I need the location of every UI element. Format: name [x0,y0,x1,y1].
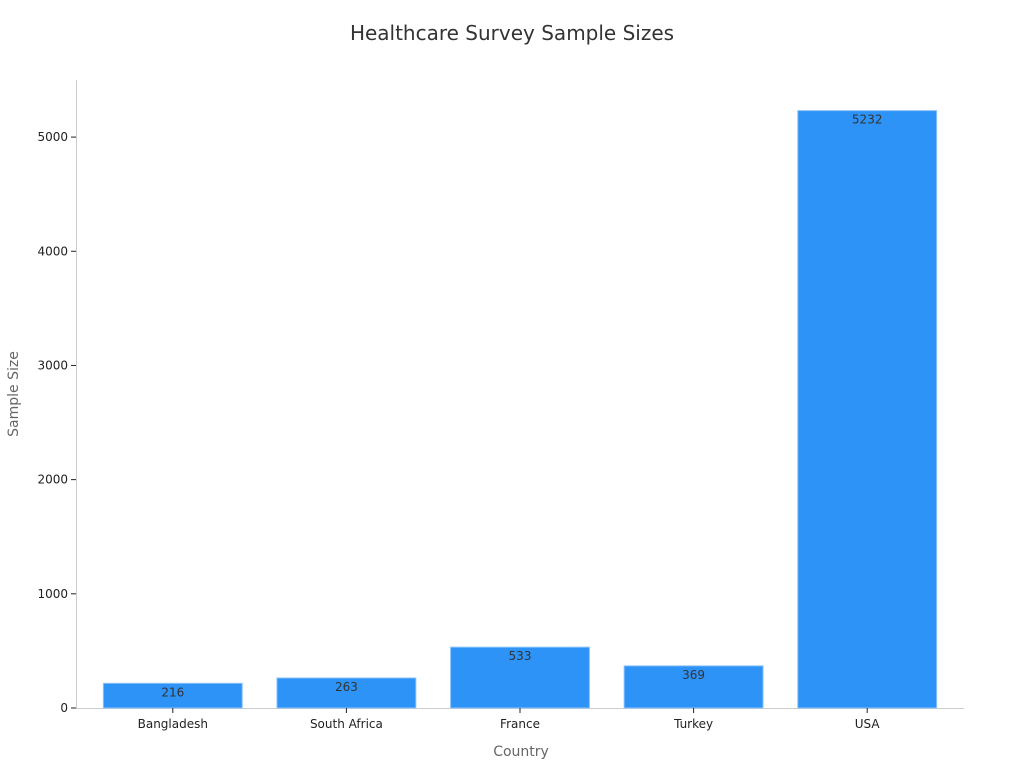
x-tick-label: Bangladesh [138,717,208,731]
bar-turkey [623,665,764,709]
x-tick-label: Turkey [673,717,713,731]
chart-title: Healthcare Survey Sample Sizes [350,21,674,45]
bar-value-label: 263 [335,680,358,694]
y-tick-label: 4000 [37,244,68,258]
bar-value-label: 533 [509,649,532,663]
bar-value-label: 369 [682,668,705,682]
y-axis-ticks: 0 1000 2000 3000 4000 5000 [37,130,76,715]
x-tick-label: France [500,717,540,731]
x-axis-ticks: Bangladesh South Africa France Turkey USA [138,708,881,731]
bar-france [450,646,590,709]
bar-value-label: 216 [161,685,184,699]
y-axis-label: Sample Size [6,351,22,437]
bars-group: 216 263 533 369 5232 [102,110,938,709]
bar-bangladesh [102,682,243,709]
x-tick-label: South Africa [310,717,383,731]
y-tick-label: 1000 [37,587,68,601]
x-tick-label: USA [855,717,881,731]
y-tick-label: 3000 [37,358,68,372]
bar-usa [797,110,938,709]
y-tick-label: 2000 [37,473,68,487]
bar-value-label: 5232 [852,113,883,127]
x-axis-label: Country [493,744,549,760]
y-tick-label: 0 [60,701,68,715]
y-tick-label: 5000 [37,130,68,144]
